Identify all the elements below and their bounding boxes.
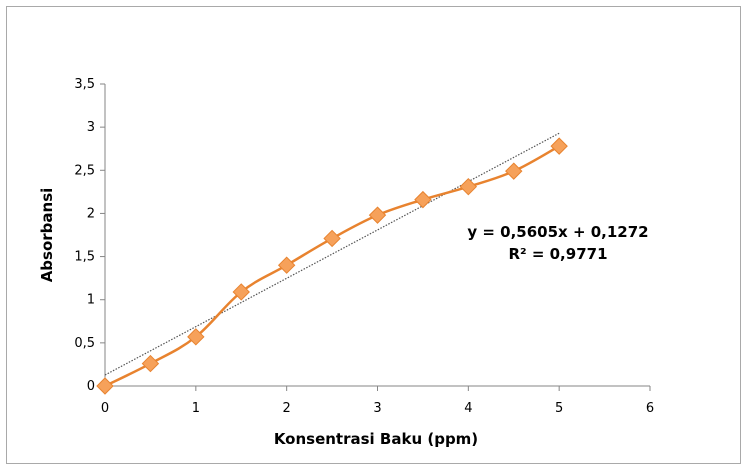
data-point-marker	[550, 137, 568, 155]
x-tick-label: 6	[646, 401, 654, 416]
y-tick-label: 0,5	[74, 336, 95, 351]
x-tick-label: 5	[555, 401, 563, 416]
x-tick-label: 0	[101, 401, 109, 416]
data-point-marker	[277, 256, 296, 274]
x-tick-label: 1	[192, 401, 200, 416]
data-point-marker	[459, 177, 478, 196]
data-point-marker	[505, 162, 523, 180]
data-point-marker	[141, 354, 160, 373]
y-tick-label: 2	[87, 206, 95, 221]
x-axis: 0 1 2 3 4 5 6	[101, 385, 654, 416]
data-point-marker	[187, 328, 205, 346]
x-tick-label: 4	[464, 401, 472, 416]
x-tick-label: 3	[373, 401, 381, 416]
y-tick-label: 3,5	[74, 77, 95, 92]
r-squared-label: R² = 0,9771	[508, 245, 607, 263]
data-series	[104, 145, 560, 388]
y-tick-label: 1,5	[74, 250, 95, 265]
y-tick-label: 3	[87, 120, 95, 135]
data-point-marker	[323, 229, 341, 248]
data-point-marker	[368, 206, 387, 224]
trendline-equation: y = 0,5605x + 0,1272	[467, 223, 648, 241]
y-axis-title: Absorbansi	[38, 188, 56, 283]
chart-frame	[6, 6, 741, 464]
y-tick-label: 2,5	[74, 163, 95, 178]
linear-trendline	[104, 132, 560, 376]
y-axis: 0 0,5 1 1,5 2 2,5 3 3,5	[74, 77, 106, 394]
x-axis-title: Konsentrasi Baku (ppm)	[274, 430, 478, 448]
data-markers	[96, 137, 568, 395]
data-point-marker	[232, 283, 250, 301]
y-tick-label: 0	[87, 379, 95, 394]
y-tick-label: 1	[87, 293, 95, 308]
data-point-marker	[96, 377, 114, 395]
x-tick-label: 2	[283, 401, 291, 416]
trendline	[104, 132, 560, 376]
series-line	[104, 145, 560, 388]
data-point-marker	[414, 190, 432, 209]
